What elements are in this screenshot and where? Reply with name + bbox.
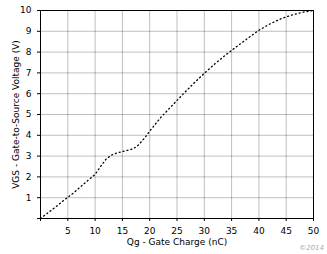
svg-text:6: 6 [26, 89, 32, 99]
svg-text:25: 25 [171, 226, 182, 236]
svg-text:5: 5 [26, 109, 32, 119]
svg-text:4: 4 [26, 130, 32, 140]
svg-text:40: 40 [253, 226, 265, 236]
svg-text:10: 10 [89, 226, 101, 236]
svg-text:VGS - Gate-to-Source Voltage (: VGS - Gate-to-Source Voltage (V) [11, 40, 21, 189]
svg-text:5: 5 [65, 226, 71, 236]
svg-text:3: 3 [26, 151, 32, 161]
html-text:©2014: ©2014 [299, 244, 324, 252]
svg-text:45: 45 [280, 226, 291, 236]
svg-text:Qg - Gate Charge (nC): Qg - Gate Charge (nC) [127, 237, 227, 247]
svg-text:20: 20 [144, 226, 156, 236]
svg-text:15: 15 [117, 226, 128, 236]
svg-text:7: 7 [26, 68, 32, 78]
svg-text:8: 8 [26, 47, 32, 57]
svg-text:9: 9 [26, 26, 32, 36]
svg-text:30: 30 [199, 226, 211, 236]
svg-text:50: 50 [308, 226, 320, 236]
svg-text:35: 35 [226, 226, 237, 236]
svg-text:1: 1 [26, 193, 32, 203]
svg-text:10: 10 [20, 5, 32, 15]
svg-text:2: 2 [26, 172, 32, 182]
